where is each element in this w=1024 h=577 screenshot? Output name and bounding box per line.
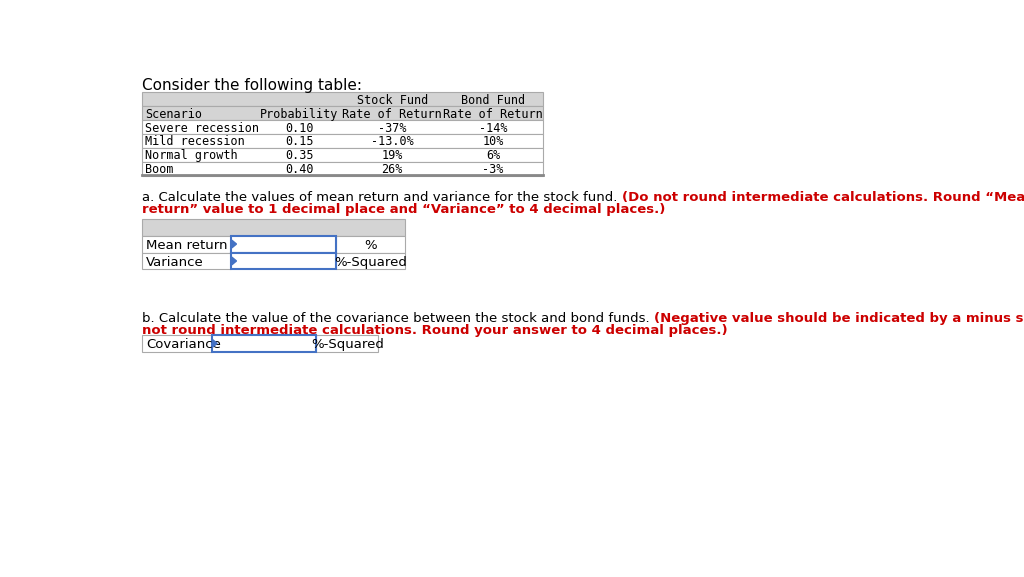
Bar — [231, 235, 336, 253]
Text: Mean return: Mean return — [145, 239, 227, 252]
Text: 0.35: 0.35 — [285, 149, 313, 162]
Bar — [316, 335, 378, 352]
Bar — [142, 134, 544, 148]
Text: 0.15: 0.15 — [285, 136, 313, 148]
Text: Boom: Boom — [145, 163, 173, 176]
Text: 26%: 26% — [382, 163, 403, 176]
Bar — [142, 253, 231, 269]
Bar — [142, 106, 544, 120]
Text: Stock Fund: Stock Fund — [356, 94, 428, 107]
Bar — [142, 148, 544, 162]
Text: -37%: -37% — [378, 122, 407, 134]
Bar — [212, 335, 316, 352]
Text: 0.10: 0.10 — [285, 122, 313, 134]
Text: %-Squared: %-Squared — [334, 256, 407, 268]
Polygon shape — [212, 339, 217, 347]
Bar — [336, 235, 406, 253]
Text: -13.0%: -13.0% — [371, 136, 414, 148]
Polygon shape — [231, 257, 237, 265]
Text: (Negative value should be indicated by a minus sign. Do: (Negative value should be indicated by a… — [654, 312, 1024, 325]
Text: Bond Fund: Bond Fund — [461, 94, 525, 107]
Text: 10%: 10% — [482, 136, 504, 148]
Text: 0.40: 0.40 — [285, 163, 313, 176]
Text: Mild recession: Mild recession — [145, 136, 245, 148]
Text: b. Calculate the value of the covariance between the stock and bond funds.: b. Calculate the value of the covariance… — [142, 312, 654, 325]
Text: Variance: Variance — [145, 256, 204, 268]
Text: Covariance: Covariance — [145, 338, 221, 351]
Bar — [142, 92, 544, 106]
Text: Consider the following table:: Consider the following table: — [142, 78, 361, 93]
Polygon shape — [231, 240, 237, 248]
Text: -3%: -3% — [482, 163, 504, 176]
Text: (Do not round intermediate calculations. Round “Mean: (Do not round intermediate calculations.… — [622, 191, 1024, 204]
Text: Normal growth: Normal growth — [145, 149, 238, 162]
Bar — [142, 120, 544, 134]
Text: Severe recession: Severe recession — [145, 122, 259, 134]
Text: %-Squared: %-Squared — [311, 338, 384, 351]
Text: Rate of Return: Rate of Return — [342, 108, 442, 121]
Bar — [142, 235, 231, 253]
Text: -14%: -14% — [479, 122, 507, 134]
Text: not round intermediate calculations. Round your answer to 4 decimal places.): not round intermediate calculations. Rou… — [142, 324, 728, 337]
Bar — [231, 253, 336, 269]
Text: Probability: Probability — [260, 108, 339, 121]
Bar — [142, 162, 544, 175]
Text: Rate of Return: Rate of Return — [443, 108, 543, 121]
Text: 19%: 19% — [382, 149, 403, 162]
Text: a. Calculate the values of mean return and variance for the stock fund.: a. Calculate the values of mean return a… — [142, 191, 622, 204]
Bar — [142, 335, 212, 352]
Bar — [336, 253, 406, 269]
Text: Scenario: Scenario — [145, 108, 202, 121]
Text: 6%: 6% — [486, 149, 500, 162]
Bar — [142, 219, 406, 235]
Text: return” value to 1 decimal place and “Variance” to 4 decimal places.): return” value to 1 decimal place and “Va… — [142, 203, 666, 216]
Text: %: % — [365, 239, 377, 252]
